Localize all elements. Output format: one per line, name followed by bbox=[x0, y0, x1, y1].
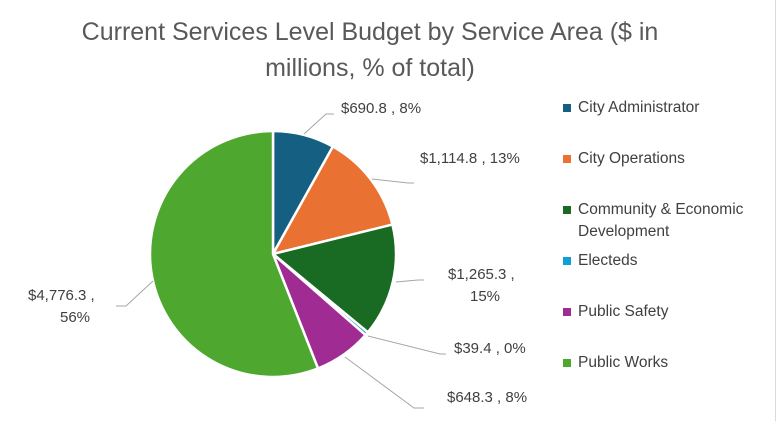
leader-line-community-economic-development bbox=[395, 279, 424, 283]
legend-label: Public Safety bbox=[578, 303, 669, 320]
leader-line-public-works bbox=[116, 280, 154, 307]
legend-label: Public Works bbox=[578, 354, 669, 371]
legend-swatch bbox=[563, 257, 571, 265]
data-label-public-works: $4,776.3 , bbox=[28, 287, 95, 304]
chart-title-line-1: Current Services Level Budget by Service… bbox=[81, 18, 659, 46]
pie-slice-public-works bbox=[148, 129, 320, 379]
data-label-electeds: $39.4 , 0% bbox=[454, 340, 526, 357]
data-label-public-safety: $648.3 , 8% bbox=[447, 389, 527, 406]
pie-slice-community-economic-development bbox=[270, 223, 398, 335]
legend-swatch bbox=[563, 308, 571, 316]
data-label-public-works: 56% bbox=[60, 309, 90, 326]
legend-label: Community & Economic Development bbox=[578, 201, 744, 240]
leader-line-city-administrator bbox=[303, 113, 334, 135]
leader-line-city-operations bbox=[371, 178, 414, 184]
data-label-community-economic-development: $1,265.3 , bbox=[448, 266, 515, 283]
data-label-city-administrator: $690.8 , 8% bbox=[341, 100, 421, 117]
legend-swatch bbox=[563, 155, 571, 163]
legend-label: City Operations bbox=[578, 150, 685, 167]
chart-title-line-2: millions, % of total) bbox=[265, 54, 475, 82]
legend-swatch bbox=[563, 206, 571, 214]
legend-label: City Administrator bbox=[578, 99, 700, 116]
data-label-community-economic-development: 15% bbox=[470, 288, 500, 305]
leader-line-electeds bbox=[367, 335, 446, 355]
legend-swatch bbox=[563, 104, 571, 112]
pie-slice-city-operations bbox=[270, 144, 394, 256]
data-label-city-operations: $1,114.8 , 13% bbox=[420, 150, 520, 167]
leader-line-public-safety bbox=[344, 356, 424, 409]
legend-label: Electeds bbox=[578, 252, 638, 269]
legend-swatch bbox=[563, 359, 571, 367]
